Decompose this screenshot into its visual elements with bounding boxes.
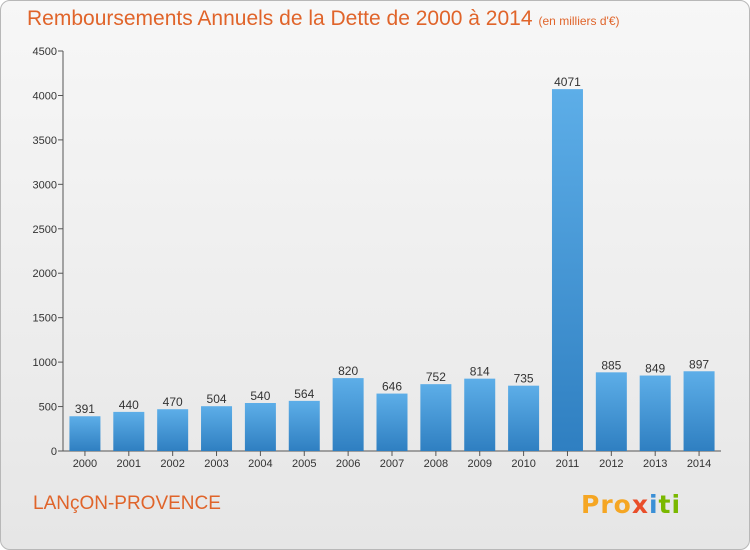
y-tick-label: 0 — [51, 446, 57, 458]
x-tick-label: 2007 — [380, 458, 404, 470]
y-tick-label: 4000 — [33, 90, 57, 102]
y-tick-label: 2500 — [33, 224, 57, 236]
data-label-2002: 470 — [163, 395, 183, 409]
proxiti-logo[interactable]: Proxiti — [581, 490, 681, 519]
logo-part-2: x — [631, 490, 649, 519]
data-label-2006: 820 — [338, 364, 358, 378]
data-label-2011: 4071 — [554, 75, 581, 89]
bar-2007 — [376, 393, 408, 451]
data-label-2007: 646 — [382, 380, 402, 394]
x-tick-label: 2002 — [160, 458, 184, 470]
data-label-2004: 540 — [250, 389, 270, 403]
logo-part-3: i — [648, 490, 659, 519]
bar-2004 — [244, 403, 276, 451]
data-label-2008: 752 — [426, 370, 446, 384]
data-label-2000: 391 — [75, 402, 95, 416]
x-tick-label: 2010 — [511, 458, 535, 470]
bar-2002 — [157, 409, 189, 451]
bar-2014 — [683, 371, 715, 451]
y-tick-label: 3000 — [33, 179, 57, 191]
logo-part-1: Pro — [581, 490, 632, 519]
logo-part-4: ti — [658, 490, 682, 519]
y-tick-label: 1000 — [33, 357, 57, 369]
title-text: Remboursements Annuels de la Dette de 20… — [27, 7, 533, 30]
bar-2005 — [288, 400, 320, 451]
x-tick-label: 2003 — [204, 458, 228, 470]
y-axis: 0 500 1000 1500 2000 2500 3000 3500 4000 4500 — [33, 46, 64, 458]
x-tick-label: 2011 — [556, 458, 580, 470]
chart-title: Remboursements Annuels de la Dette de 20… — [27, 7, 620, 31]
data-label-2003: 504 — [207, 392, 227, 406]
y-tick-label: 3500 — [33, 135, 57, 147]
data-label-2013: 849 — [645, 362, 665, 376]
x-tick-label: 2013 — [643, 458, 667, 470]
bar-2000 — [69, 416, 101, 451]
x-axis: 2000 2001 2002 2003 2004 2005 2006 2007 2008 2009… — [63, 450, 721, 470]
x-tick-label: 2005 — [292, 458, 316, 470]
bar-2003 — [201, 406, 233, 451]
title-unit: (en milliers d'€) — [538, 14, 620, 28]
bar-2009 — [464, 378, 496, 451]
bar-2013 — [639, 375, 671, 451]
data-label-2014: 897 — [689, 357, 709, 371]
x-tick-label: 2000 — [73, 458, 97, 470]
data-label-2001: 440 — [119, 398, 139, 412]
data-label-2009: 814 — [470, 365, 490, 379]
bar-2006 — [332, 378, 364, 451]
bar-2011 — [551, 89, 583, 451]
y-tick-label: 2000 — [33, 268, 57, 280]
x-tick-label: 2012 — [599, 458, 623, 470]
data-labels: 391 440 470 504 540 564 820 646 752 814 735 4071 885… — [75, 75, 709, 416]
bar-2010 — [508, 385, 540, 451]
x-tick-label: 2014 — [687, 458, 711, 470]
bar-2001 — [113, 411, 145, 451]
x-tick-label: 2009 — [467, 458, 491, 470]
y-tick-label: 1500 — [33, 313, 57, 325]
y-tick-label: 500 — [39, 402, 57, 414]
data-label-2010: 735 — [514, 372, 534, 386]
bars — [69, 89, 715, 451]
x-tick-label: 2001 — [117, 458, 141, 470]
data-label-2012: 885 — [601, 358, 621, 372]
data-label-2005: 564 — [294, 387, 314, 401]
commune-name: LANçON-PROVENCE — [33, 493, 221, 514]
x-tick-label: 2006 — [336, 458, 360, 470]
y-tick-label: 4500 — [33, 46, 57, 58]
bar-2012 — [595, 372, 627, 451]
x-tick-label: 2008 — [424, 458, 448, 470]
x-tick-label: 2004 — [248, 458, 272, 470]
bar-2008 — [420, 384, 452, 451]
